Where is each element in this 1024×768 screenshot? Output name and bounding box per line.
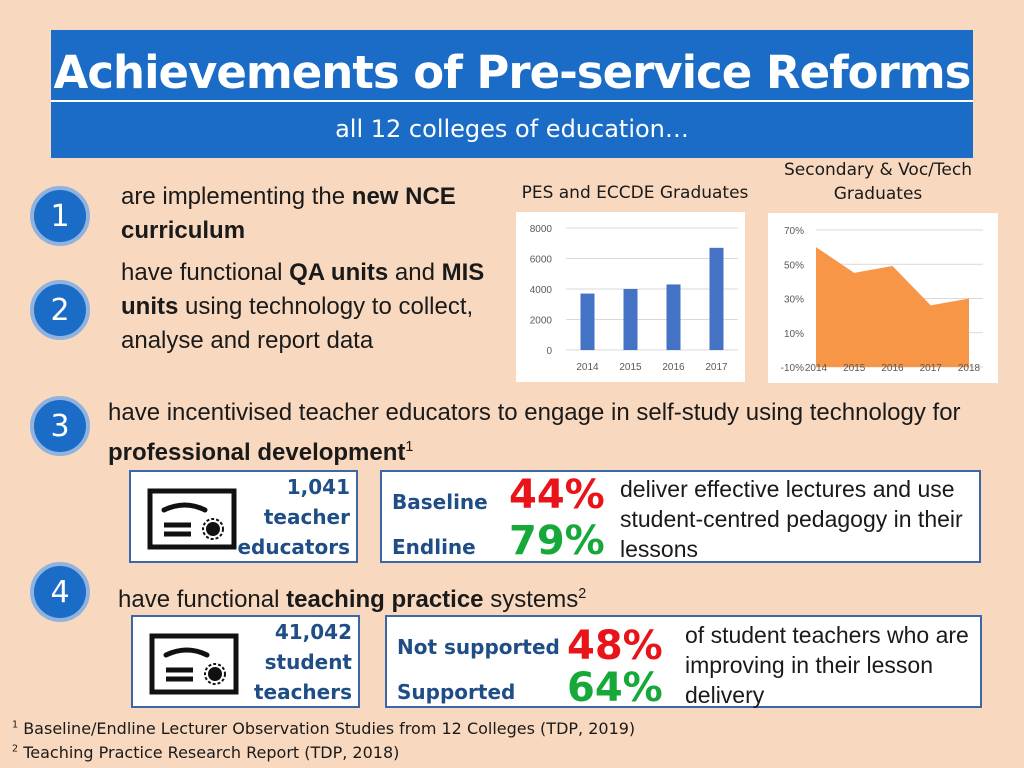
teacher-educators-count: 1,041 teacher educators: [237, 475, 350, 559]
bar: [709, 247, 724, 350]
not-supported-value: 48%: [567, 623, 663, 669]
area-series: [816, 247, 969, 367]
bar: [580, 293, 595, 350]
lecture-stats-box: Baseline 44% Endline 79% deliver effecti…: [380, 470, 981, 564]
item-1-text-part: are implementing the: [121, 183, 352, 210]
item-4-text-part: systems: [483, 586, 579, 613]
item-number-4: 4: [30, 562, 90, 622]
item-4-text-part: teaching practice: [286, 586, 484, 613]
item-2-text: have functional QA units and MIS units u…: [121, 256, 501, 358]
y-tick-label: 50%: [784, 260, 804, 271]
x-tick-label: 2015: [619, 362, 642, 373]
y-tick-label: 10%: [784, 329, 804, 340]
item-3-text-part: 1: [405, 439, 414, 455]
item-2-text-part: MIS units: [121, 259, 485, 320]
student-teachers-count-box: 41,042 student teachers: [131, 615, 360, 708]
x-tick-label: 2016: [881, 363, 904, 374]
bar: [666, 284, 681, 350]
item-1-text-part: new NCE curriculum: [121, 183, 456, 244]
y-tick-label: 4000: [530, 285, 553, 296]
certificate-icon: [149, 633, 239, 700]
chart-1-panel: 0 2000 4000 6000 8000 2014 2015 2016 2017: [516, 212, 745, 382]
teacher-educators-count-box: 1,041 teacher educators: [129, 470, 358, 563]
chart-2-panel: -10% 10% 30% 50% 70% 2014 2015 2016 2017 2018: [768, 213, 998, 383]
x-tick-label: 2017: [920, 363, 943, 374]
item-4-text-part: have functional: [118, 586, 287, 613]
footnote-2: 2 Teaching Practice Research Report (TDP…: [12, 743, 400, 762]
x-tick-label: 2017: [705, 362, 728, 373]
endline-value: 79%: [509, 518, 605, 564]
y-tick-label: 30%: [784, 295, 804, 306]
item-3-text-part: professional development: [108, 439, 406, 466]
certificate-icon: [147, 488, 237, 555]
teaching-practice-description: of student teachers who are improving in…: [685, 622, 969, 708]
item-1-text: are implementing the new NCE curriculum: [121, 180, 481, 248]
supported-label: Supported: [397, 680, 516, 704]
item-2-text-part: QA units: [289, 259, 389, 286]
student-teachers-count: 41,042 student teachers: [253, 620, 352, 704]
x-tick-label: 2018: [958, 363, 981, 374]
item-2-text-part: have functional: [121, 259, 290, 286]
page-title: Achievements of Pre-service Reforms: [53, 46, 972, 99]
endline-label: Endline: [392, 535, 476, 559]
item-3-text: have incentivised teacher educators to e…: [108, 396, 968, 470]
footnote-1: 1 Baseline/Endline Lecturer Observation …: [12, 719, 636, 738]
lecture-description: deliver effective lectures and use stude…: [620, 476, 963, 562]
teaching-practice-stats-box: Not supported 48% Supported 64% of stude…: [385, 615, 982, 711]
item-number-1: 1: [30, 186, 90, 246]
x-tick-label: 2014: [576, 362, 599, 373]
y-tick-label: 70%: [784, 226, 804, 237]
item-2-text-part: using technology to collect, analyse and…: [121, 293, 474, 354]
x-tick-label: 2014: [805, 363, 828, 374]
chart-2-title: Secondary & Voc/Tech Graduates: [784, 160, 972, 204]
y-tick-label: 6000: [530, 255, 553, 266]
item-4-text-part: 2: [578, 586, 587, 602]
y-tick-label: 0: [546, 346, 552, 357]
area-chart: -10% 10% 30% 50% 70% 2014 2015 2016 2017 2018: [781, 226, 983, 374]
item-4-text: have functional teaching practice system…: [118, 577, 738, 617]
supported-value: 64%: [567, 665, 663, 711]
x-tick-label: 2015: [843, 363, 866, 374]
not-supported-label: Not supported: [397, 635, 560, 659]
chart-1-title: PES and ECCDE Graduates: [521, 183, 749, 203]
item-2-text-part: and: [388, 259, 442, 286]
header-divider: [51, 100, 973, 102]
item-number-2: 2: [30, 280, 90, 340]
page-subtitle: all 12 colleges of education…: [335, 115, 689, 143]
baseline-label: Baseline: [392, 490, 488, 514]
y-tick-label: 8000: [530, 224, 553, 235]
item-number-3: 3: [30, 396, 90, 456]
bar: [623, 289, 638, 350]
y-tick-label: 2000: [530, 316, 553, 327]
header-banner: Achievements of Pre-service Reforms all …: [51, 30, 973, 158]
bar-chart: 0 2000 4000 6000 8000 2014 2015 2016 2017: [530, 224, 738, 373]
y-tick-label: -10%: [781, 363, 804, 374]
item-3-text-part: have incentivised teacher educators to e…: [108, 399, 961, 426]
baseline-value: 44%: [509, 472, 605, 518]
x-tick-label: 2016: [662, 362, 685, 373]
